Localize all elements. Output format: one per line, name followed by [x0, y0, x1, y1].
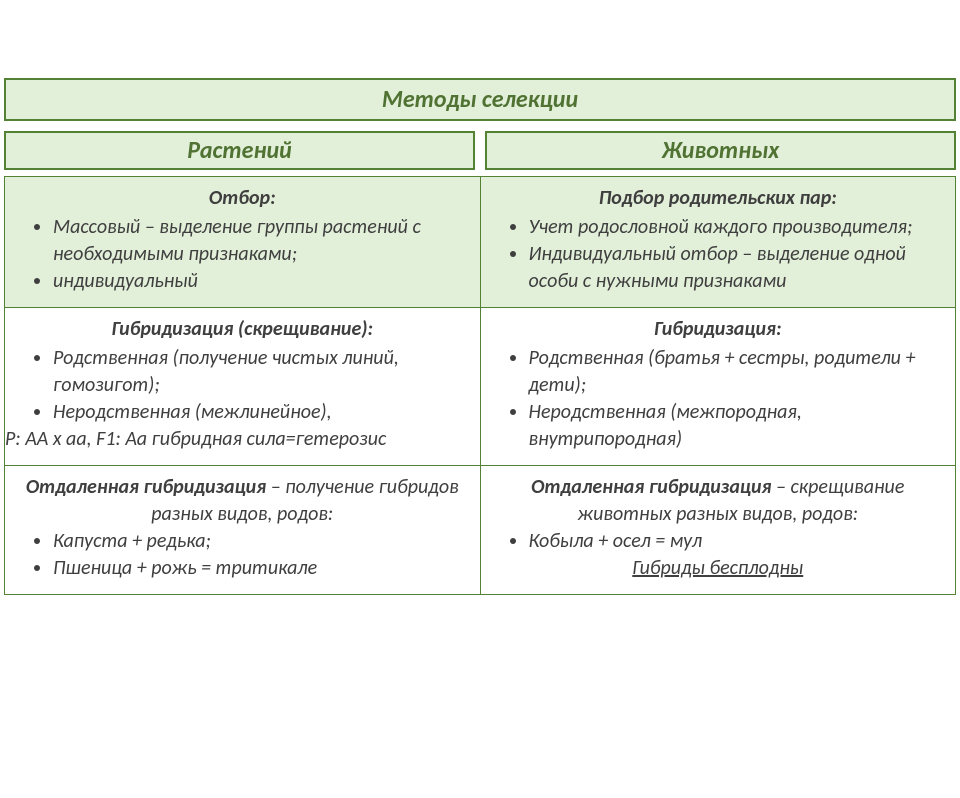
- list-item: Учет родословной каждого производителя;: [529, 214, 942, 241]
- body-rows: Отбор: Массовый – выделение группы расте…: [4, 176, 956, 595]
- cell-lead: Отдаленная гибридизация – получение гибр…: [19, 474, 466, 528]
- bold-term: Отдаленная гибридизация: [26, 475, 266, 499]
- cell-plants-distant: Отдаленная гибридизация – получение гибр…: [5, 466, 481, 594]
- table-container: Методы селекции Растений Животных Отбор:…: [0, 78, 960, 595]
- list-item: Родственная (получение чистых линий, гом…: [53, 345, 466, 399]
- list-item: Родственная (братья + сестры, родители +…: [529, 345, 942, 399]
- list-item: Неродственная (межлинейное),: [53, 399, 466, 426]
- table-row: Гибридизация (скрещивание): Родственная …: [5, 308, 955, 465]
- item-list: Массовый – выделение группы растений с н…: [19, 214, 466, 295]
- col-header-right: Животных: [485, 131, 956, 170]
- formula-note: Р: АА х аа, F1: Аа гибридная сила=гетеро…: [5, 426, 466, 453]
- table-row: Отдаленная гибридизация – получение гибр…: [5, 466, 955, 594]
- item-list: Капуста + редька; Пшеница + рожь = трити…: [19, 528, 466, 582]
- item-list: Кобыла + осел = мул: [495, 528, 942, 555]
- list-item: индивидуальный: [53, 268, 466, 295]
- cell-animals-distant: Отдаленная гибридизация – скрещивание жи…: [481, 466, 956, 594]
- extra-note: Гибриды бесплодны: [495, 555, 942, 582]
- cell-animals-hybridization: Гибридизация: Родственная (братья + сест…: [481, 308, 956, 465]
- table-row: Отбор: Массовый – выделение группы расте…: [5, 177, 955, 307]
- cell-title: Гибридизация (скрещивание):: [19, 316, 466, 343]
- cell-lead: Отдаленная гибридизация – скрещивание жи…: [495, 474, 942, 528]
- column-headers: Растений Животных: [4, 131, 956, 170]
- main-title: Методы селекции: [4, 78, 956, 121]
- col-header-left: Растений: [4, 131, 475, 170]
- cell-animals-selection: Подбор родительских пар: Учет родословно…: [481, 177, 956, 307]
- list-item: Массовый – выделение группы растений с н…: [53, 214, 466, 268]
- list-item: Неродственная (межпородная, внутрипородн…: [529, 399, 942, 453]
- item-list: Учет родословной каждого производителя; …: [495, 214, 942, 295]
- item-list: Родственная (получение чистых линий, гом…: [19, 345, 466, 426]
- list-item: Кобыла + осел = мул: [529, 528, 942, 555]
- cell-title: Гибридизация:: [495, 316, 942, 343]
- cell-plants-hybridization: Гибридизация (скрещивание): Родственная …: [5, 308, 481, 465]
- bold-term: Отдаленная гибридизация: [531, 475, 771, 499]
- list-item: Индивидуальный отбор – выделение одной о…: [529, 241, 942, 295]
- list-item: Капуста + редька;: [53, 528, 466, 555]
- item-list: Родственная (братья + сестры, родители +…: [495, 345, 942, 453]
- cell-plants-selection: Отбор: Массовый – выделение группы расте…: [5, 177, 481, 307]
- cell-title: Подбор родительских пар:: [495, 185, 942, 212]
- cell-title: Отбор:: [19, 185, 466, 212]
- list-item: Пшеница + рожь = тритикале: [53, 555, 466, 582]
